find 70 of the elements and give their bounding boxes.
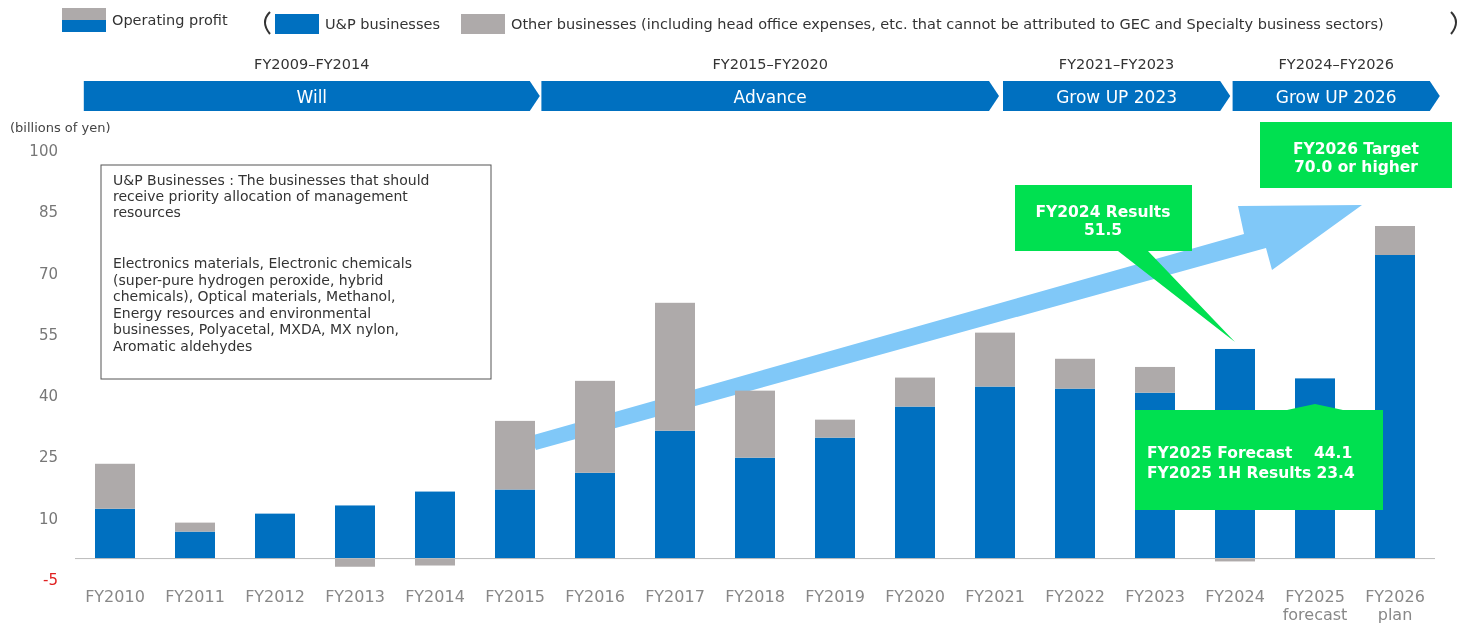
bar [1135,366,1175,393]
bar [975,332,1015,387]
bar [495,489,535,559]
text: FY2024–FY2026 [1278,56,1394,72]
y-axis-title: (billions of yen) [10,120,111,135]
bar [655,430,695,559]
x-tick-label: FY2022 [1045,587,1105,606]
x-tick-label: FY2013 [325,587,385,606]
x-tick-label: FY2010 [85,587,145,606]
text: FY2009–FY2014 [254,56,370,72]
text: Advance [733,87,807,107]
bar [495,420,535,490]
bar [895,377,935,407]
x-tick-label: FY2015 [485,587,545,606]
x-tick-label: FY2026 plan [1365,587,1425,624]
x-tick-label: FY2020 [885,587,945,606]
x-tick-label: FY2014 [405,587,465,606]
annotation: Electronics materials, Electronic chemicals (super-pure hydrogen peroxide, hybrid chemicals), Optical materials, Methanol, Energy resources and environmental businesses, Polyacetal, MXDA, MX nylon, Aromatic aldehydes [113,255,413,354]
text: Will [296,87,328,107]
annotation: FY2024 Results 51.5 [1035,203,1171,239]
bar [575,472,615,559]
bar [335,505,375,559]
annotation: FY2025 Forecast 44.1 FY2025 1H Results 23.4 [1147,444,1356,482]
x-tick-label: FY2025 forecast [1282,587,1348,624]
bar [735,390,775,458]
bar [95,508,135,559]
bar [895,406,935,559]
x-tick-label: FY2012 [245,587,305,606]
y-tick-label: 70 [38,264,58,283]
x-tick-label: FY2021 [965,587,1025,606]
bar [95,463,135,509]
bar [1375,255,1415,559]
x-tick-label: FY2011 [165,587,225,606]
x-tick-label: FY2017 [645,587,705,606]
legend-label: U&P businesses [325,16,440,32]
legend-label: Other businesses (including head office expenses, etc. that cannot be attributed to GEC and Specialty business sectors) [511,16,1384,32]
bar [655,302,695,431]
bar [575,380,615,473]
x-tick-label: FY2018 [725,587,785,606]
annotation: U&P Businesses : The businesses that should receive priority allocation of management resources [113,172,430,220]
bar [1055,358,1095,389]
bar [175,522,215,532]
x-tick-label: FY2019 [805,587,865,606]
bar [255,513,295,559]
bar [175,531,215,559]
y-tick-label: 55 [38,325,58,344]
y-tick-label: 40 [38,387,58,406]
text: FY2015–FY2020 [712,56,828,72]
bar [735,457,775,559]
bar [1055,388,1095,559]
x-tick-label: FY2023 [1125,587,1185,606]
text: FY2021–FY2023 [1058,56,1175,72]
bar [815,419,855,438]
y-tick-label: 85 [38,203,58,222]
x-tick-label: FY2024 [1205,587,1265,606]
bar [415,558,455,566]
y-tick-label: 25 [38,448,58,467]
x-tick-label: FY2016 [565,587,625,606]
y-tick-label: -5 [43,571,58,589]
bar [1375,225,1415,255]
bar [975,386,1015,559]
annotation: FY2026 Target 70.0 or higher [1292,140,1420,176]
y-tick-label: 10 [38,509,58,528]
bar [335,558,375,567]
bar [415,491,455,559]
text: Grow UP 2026 [1275,87,1397,107]
y-tick-label: 100 [29,142,58,160]
bar [815,437,855,559]
text: Grow UP 2023 [1056,87,1178,107]
legend-title: Operating profit [112,12,228,28]
